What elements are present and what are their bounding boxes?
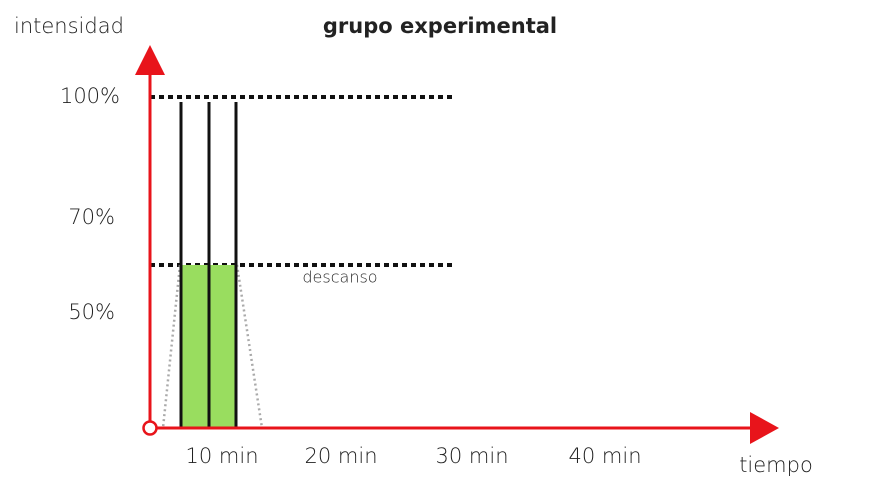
- y-tick-label: 50%: [68, 300, 115, 324]
- y-axis-label: intensidad: [14, 14, 124, 38]
- ramp-line: [235, 264, 264, 429]
- origin: [142, 420, 158, 436]
- x-tick-label: 20 min: [305, 444, 378, 468]
- x-tick-label: 10 min: [186, 444, 259, 468]
- y-tick-label: 70%: [68, 205, 115, 229]
- y-tick-label: 100%: [60, 84, 120, 108]
- x-tick-label: 40 min: [569, 444, 642, 468]
- annotation: descanso: [302, 268, 377, 287]
- x-axis-arrow: [750, 412, 779, 444]
- title: grupo experimental: [323, 14, 557, 38]
- ramp-line: [161, 264, 182, 429]
- y-axis-arrow: [135, 45, 165, 75]
- x-axis-label: tiempo: [739, 453, 813, 477]
- x-tick-label: 30 min: [436, 444, 509, 468]
